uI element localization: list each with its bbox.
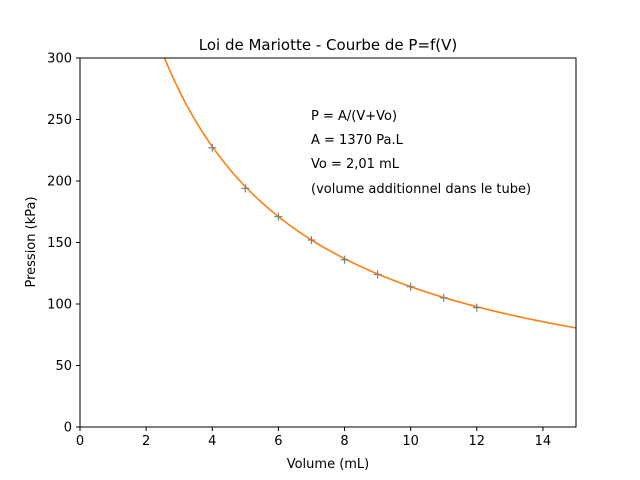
y-axis: 0 50 100 150 200 250 300	[47, 52, 80, 436]
annotation-note: (volume additionnel dans le tube)	[311, 182, 531, 197]
x-tick-label: 10	[402, 434, 419, 449]
x-tick-label: 0	[76, 434, 84, 449]
y-axis-label: Pression (kPa)	[24, 196, 39, 287]
annotation-vo-value: Vo = 2,01 mL	[311, 157, 400, 172]
data-point	[406, 282, 415, 291]
y-tick-label: 150	[47, 236, 72, 251]
y-tick-label: 100	[47, 298, 72, 313]
data-point	[274, 212, 283, 221]
x-tick-label: 6	[274, 434, 282, 449]
x-tick-label: 14	[535, 434, 552, 449]
y-tick-label: 300	[47, 52, 72, 67]
data-point	[373, 270, 382, 279]
data-points	[208, 143, 481, 312]
data-point	[439, 293, 448, 302]
data-point	[208, 143, 217, 152]
y-tick-label: 250	[47, 113, 72, 128]
x-tick-label: 2	[142, 434, 150, 449]
data-point	[307, 236, 316, 245]
x-axis: 0 2 4 6 8 10 12 14	[76, 427, 551, 449]
x-tick-label: 4	[208, 434, 216, 449]
annotation-a-value: A = 1370 Pa.L	[311, 133, 404, 148]
y-tick-label: 0	[64, 421, 72, 436]
x-axis-label: Volume (mL)	[287, 457, 370, 472]
plot-area	[79, 57, 577, 428]
data-point	[241, 184, 250, 193]
annotation-formula: P = A/(V+Vo)	[311, 109, 397, 124]
x-tick-label: 8	[340, 434, 348, 449]
annotation-block: P = A/(V+Vo) A = 1370 Pa.L Vo = 2,01 mL …	[311, 109, 531, 197]
x-tick-label: 12	[469, 434, 486, 449]
data-point	[472, 303, 481, 312]
data-point	[340, 255, 349, 264]
chart-title: Loi de Mariotte - Courbe de P=f(V)	[199, 36, 458, 54]
y-tick-label: 50	[55, 359, 72, 374]
fit-curve	[163, 58, 576, 329]
y-tick-label: 200	[47, 175, 72, 190]
